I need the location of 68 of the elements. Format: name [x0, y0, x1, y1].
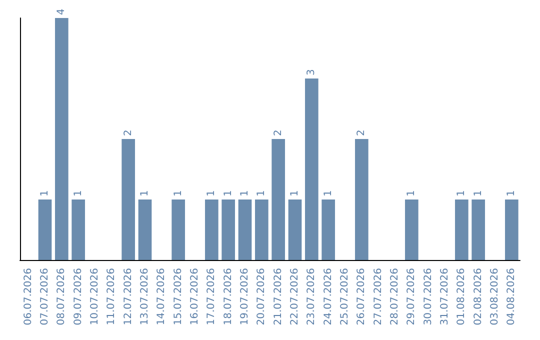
bar — [505, 200, 518, 260]
data-label: 3 — [306, 69, 318, 76]
data-label: 1 — [456, 190, 468, 196]
bar — [55, 18, 68, 260]
bar — [172, 200, 185, 260]
bar — [305, 78, 318, 260]
data-label: 1 — [406, 190, 418, 196]
x-tick-label: 16.07.2026 — [190, 268, 200, 326]
x-tick-label: 29.07.2026 — [406, 268, 418, 326]
x-tick-label: 08.07.2026 — [56, 268, 68, 326]
x-tick-label: 09.07.2026 — [72, 268, 84, 326]
x-tick-label: 27.07.2026 — [372, 268, 384, 326]
bar — [222, 200, 235, 260]
data-label: 1 — [240, 190, 250, 196]
x-tick-label: 13.07.2026 — [140, 268, 150, 326]
x-tick-label: 10.07.2026 — [90, 268, 100, 326]
x-tick-label: 21.07.2026 — [272, 268, 284, 326]
x-tick-label: 06.07.2026 — [22, 268, 34, 326]
bar — [138, 200, 152, 260]
x-tick-label: 15.07.2026 — [172, 268, 184, 326]
data-label: 2 — [122, 130, 134, 136]
bar — [455, 200, 468, 260]
x-tick-label: 26.07.2026 — [356, 268, 368, 326]
data-label: 2 — [356, 130, 368, 136]
bar — [38, 200, 52, 260]
data-label: 1 — [222, 190, 234, 196]
data-label: 1 — [256, 190, 268, 196]
data-label: 1 — [172, 190, 184, 196]
x-tick-label: 12.07.2026 — [122, 268, 134, 326]
data-label: 1 — [72, 190, 84, 196]
bar — [472, 200, 485, 260]
x-tick-label: 19.07.2026 — [240, 268, 250, 326]
x-tick-label: 30.07.2026 — [422, 268, 434, 326]
bar — [238, 200, 252, 260]
bar — [72, 200, 85, 260]
x-tick-label: 11.07.2026 — [106, 268, 118, 326]
bar — [255, 200, 268, 260]
data-label: 1 — [472, 190, 484, 196]
x-tick-label: 31.07.2026 — [440, 268, 450, 326]
bar — [355, 139, 368, 260]
x-tick-label: 02.08.2026 — [472, 268, 484, 326]
bar — [322, 200, 335, 260]
data-label: 1 — [40, 190, 50, 196]
x-tick-label: 24.07.2026 — [322, 268, 334, 326]
x-tick-label: 22.07.2026 — [290, 268, 300, 326]
data-label: 1 — [290, 190, 300, 196]
x-tick-label: 23.07.2026 — [306, 268, 318, 326]
x-tick-label: 04.08.2026 — [506, 268, 518, 326]
x-tick-label: 07.07.2026 — [40, 268, 50, 326]
x-tick-label: 18.07.2026 — [222, 268, 234, 326]
bar — [205, 200, 218, 260]
data-label: 1 — [140, 190, 150, 196]
x-tick-label: 17.07.2026 — [206, 268, 218, 326]
data-label: 4 — [56, 8, 68, 15]
data-label: 1 — [206, 190, 218, 196]
bar — [288, 200, 302, 260]
x-tick-label: 28.07.2026 — [390, 268, 400, 326]
x-tick-label: 25.07.2026 — [340, 268, 350, 326]
data-label: 1 — [506, 190, 518, 196]
bar — [405, 200, 418, 260]
x-tick-label: 01.08.2026 — [456, 268, 468, 326]
x-tick-label: 03.08.2026 — [490, 268, 500, 326]
data-label: 2 — [272, 130, 284, 136]
x-tick-label: 14.07.2026 — [156, 268, 168, 326]
bar — [122, 139, 135, 260]
x-tick-label: 20.07.2026 — [256, 268, 268, 326]
bar — [272, 139, 285, 260]
data-label: 1 — [322, 190, 334, 196]
